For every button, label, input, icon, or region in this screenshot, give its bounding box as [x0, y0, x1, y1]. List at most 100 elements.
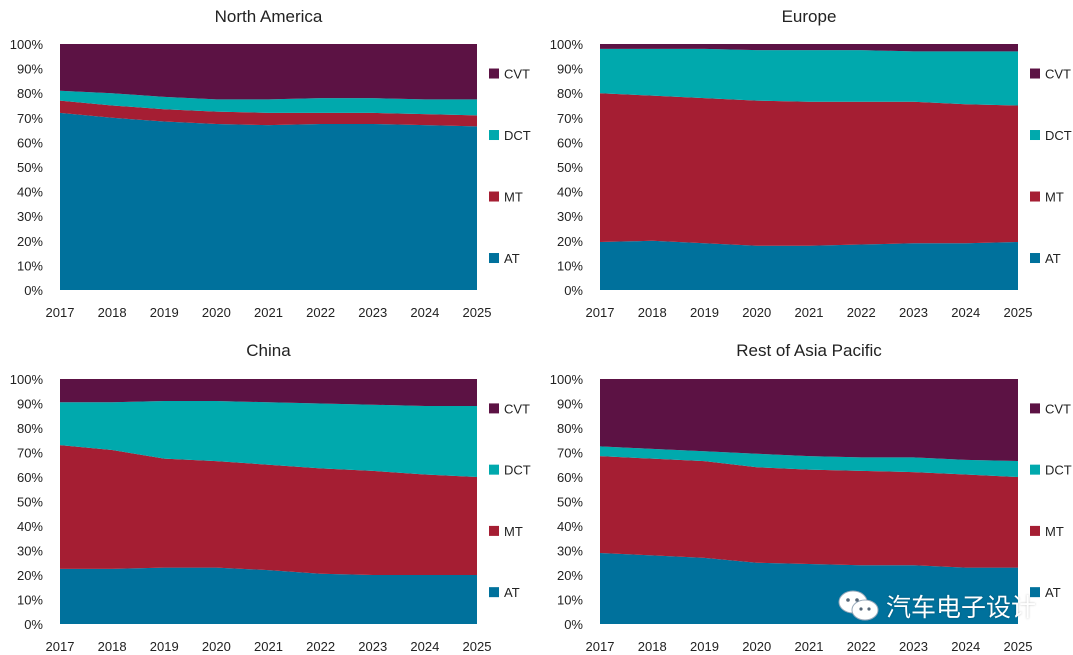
- watermark-text: 汽车电子设计: [886, 593, 1037, 622]
- x-tick-label: 2020: [742, 639, 771, 654]
- area-cvt: [60, 44, 477, 100]
- y-tick-label: 60%: [17, 470, 43, 485]
- x-tick-label: 2024: [951, 305, 980, 320]
- area-mt: [600, 93, 1018, 246]
- y-tick-label: 80%: [557, 421, 583, 436]
- x-tick-label: 2017: [586, 639, 615, 654]
- x-tick-label: 2024: [410, 305, 439, 320]
- legend-swatch-mt: [1030, 525, 1040, 536]
- x-tick-label: 2018: [638, 305, 667, 320]
- legend-swatch-at: [489, 253, 499, 264]
- y-tick-label: 10%: [17, 258, 43, 273]
- area-at: [60, 112, 477, 290]
- legend-label-cvt: CVT: [504, 67, 530, 82]
- legend-swatch-at: [1030, 253, 1040, 264]
- y-tick-label: 90%: [557, 397, 583, 412]
- legend-label-mt: MT: [1045, 190, 1064, 205]
- area-cvt: [600, 44, 1018, 52]
- x-tick-label: 2020: [202, 639, 231, 654]
- legend-label-at: AT: [1045, 251, 1061, 266]
- legend-label-mt: MT: [1045, 524, 1064, 539]
- area-at: [600, 240, 1018, 290]
- area-mt: [600, 456, 1018, 568]
- chart-china: China 0% 10% 20% 30% 40% 50% 60% 70% 80% 90% 100% 20…: [10, 341, 531, 654]
- x-tick-label: 2018: [98, 305, 127, 320]
- legend-swatch-mt: [1030, 191, 1040, 202]
- legend-swatch-mt: [489, 525, 499, 536]
- y-tick-label: 40%: [557, 185, 583, 200]
- y-tick-label: 20%: [17, 568, 43, 583]
- y-tick-label: 50%: [17, 160, 43, 175]
- legend-label-cvt: CVT: [1045, 401, 1071, 416]
- legend-label-at: AT: [504, 251, 520, 266]
- chart-north-america: North America 0% 10% 20% 30% 40% 50% 60% 70% 80% 9…: [10, 7, 531, 320]
- chart-title: China: [246, 341, 291, 360]
- y-tick-label: 30%: [17, 209, 43, 224]
- x-tick-label: 2025: [1004, 639, 1033, 654]
- x-tick-label: 2023: [899, 305, 928, 320]
- y-tick-label: 70%: [557, 111, 583, 126]
- legend-swatch-cvt: [1030, 403, 1040, 414]
- chart-rest-of-asia-pacific: Rest of Asia Pacific 0% 10% 20% 30% 40% 50% 60%…: [550, 341, 1072, 654]
- y-tick-label: 80%: [17, 86, 43, 101]
- legend-swatch-cvt: [489, 68, 499, 79]
- legend-label-cvt: CVT: [504, 401, 530, 416]
- area-cvt: [60, 379, 477, 406]
- legend-label-mt: MT: [504, 524, 523, 539]
- x-tick-label: 2022: [306, 639, 335, 654]
- y-tick-label: 60%: [557, 135, 583, 150]
- legend-swatch-cvt: [1030, 68, 1040, 79]
- x-tick-label: 2020: [742, 305, 771, 320]
- x-tick-label: 2024: [951, 639, 980, 654]
- y-tick-label: 10%: [557, 593, 583, 608]
- y-tick-label: 40%: [557, 519, 583, 534]
- x-tick-label: 2019: [150, 639, 179, 654]
- x-tick-label: 2021: [795, 305, 824, 320]
- y-tick-label: 60%: [557, 470, 583, 485]
- y-tick-label: 100%: [550, 372, 584, 387]
- chart-title: Europe: [782, 7, 837, 26]
- y-tick-label: 70%: [17, 446, 43, 461]
- chart-title: Rest of Asia Pacific: [736, 341, 882, 360]
- y-tick-label: 10%: [557, 258, 583, 273]
- legend-label-dct: DCT: [1045, 128, 1072, 143]
- x-tick-label: 2023: [358, 305, 387, 320]
- chart-europe: Europe 0% 10% 20% 30% 40% 50% 60% 70% 80% 90% 100% 2…: [550, 7, 1072, 320]
- x-tick-label: 2025: [463, 305, 492, 320]
- y-tick-label: 0%: [24, 283, 43, 298]
- legend-label-mt: MT: [504, 190, 523, 205]
- x-tick-label: 2017: [46, 639, 75, 654]
- y-tick-label: 30%: [557, 209, 583, 224]
- y-tick-label: 20%: [557, 568, 583, 583]
- x-tick-label: 2023: [899, 639, 928, 654]
- x-tick-label: 2024: [410, 639, 439, 654]
- x-tick-label: 2025: [1004, 305, 1033, 320]
- y-tick-label: 100%: [10, 372, 44, 387]
- x-tick-label: 2025: [463, 639, 492, 654]
- area-at: [60, 567, 477, 624]
- y-tick-label: 80%: [17, 421, 43, 436]
- x-tick-label: 2017: [586, 305, 615, 320]
- x-tick-label: 2022: [847, 305, 876, 320]
- y-tick-label: 30%: [17, 544, 43, 559]
- area-cvt: [600, 379, 1018, 462]
- x-tick-label: 2021: [795, 639, 824, 654]
- y-tick-label: 70%: [17, 111, 43, 126]
- y-tick-label: 90%: [17, 62, 43, 77]
- legend-swatch-dct: [489, 130, 499, 141]
- watermark: 汽车电子设计: [838, 588, 1036, 624]
- x-tick-label: 2018: [98, 639, 127, 654]
- y-tick-label: 80%: [557, 86, 583, 101]
- y-tick-label: 50%: [17, 495, 43, 510]
- legend-swatch-at: [1030, 587, 1040, 598]
- x-tick-label: 2017: [46, 305, 75, 320]
- y-tick-label: 70%: [557, 446, 583, 461]
- y-tick-label: 90%: [17, 397, 43, 412]
- y-tick-label: 30%: [557, 544, 583, 559]
- y-tick-label: 0%: [564, 283, 583, 298]
- y-tick-label: 10%: [17, 593, 43, 608]
- x-tick-label: 2022: [306, 305, 335, 320]
- x-tick-label: 2021: [254, 305, 283, 320]
- y-tick-label: 60%: [17, 135, 43, 150]
- x-tick-label: 2019: [690, 305, 719, 320]
